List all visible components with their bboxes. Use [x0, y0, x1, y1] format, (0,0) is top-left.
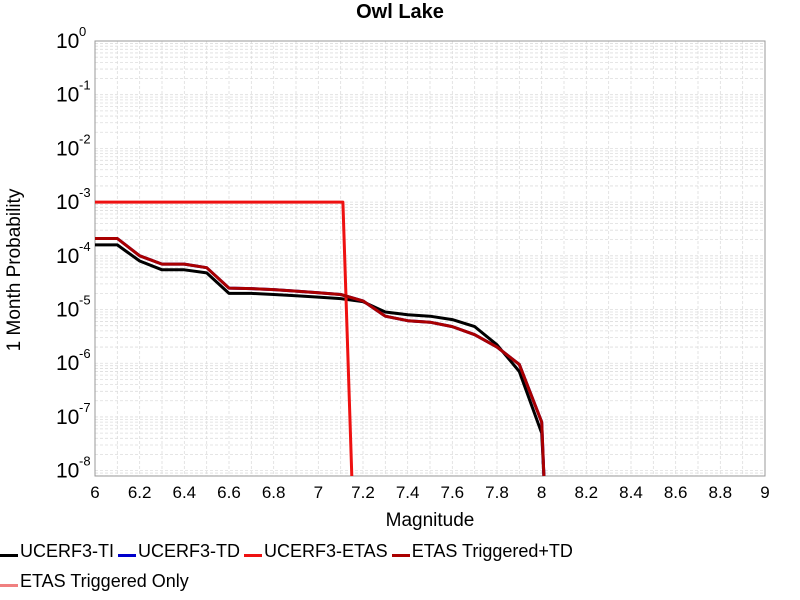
x-tick-label: 8 — [537, 483, 546, 502]
legend-item: ETAS Triggered Only — [0, 571, 189, 592]
y-axis-label: 1 Month Probability — [4, 188, 25, 351]
y-tick-base: 10 — [56, 406, 79, 429]
y-tick-label: 10 -3 — [56, 185, 91, 214]
y-tick-base: 10 — [56, 245, 79, 268]
y-tick-base: 10 — [56, 191, 79, 214]
legend-swatch — [0, 553, 18, 557]
legend: UCERF3-TI UCERF3-TD UCERF3-ETAS ETAS Trigge… — [0, 536, 800, 596]
y-tick-exponent: -3 — [79, 185, 91, 200]
y-tick-base: 10 — [56, 84, 79, 107]
x-tick-label: 8.2 — [575, 483, 599, 502]
y-tick-exponent: -5 — [79, 293, 91, 308]
x-tick-label: 8.8 — [709, 483, 733, 502]
y-tick-label: 10 -8 — [56, 454, 91, 483]
x-tick-label: 7.8 — [485, 483, 509, 502]
x-tick-label: 7.4 — [396, 483, 420, 502]
x-tick-label: 8.6 — [664, 483, 688, 502]
y-tick-base: 10 — [56, 460, 79, 483]
y-tick-exponent: -7 — [79, 400, 91, 415]
x-tick-label: 7.6 — [441, 483, 465, 502]
x-tick-label: 6.4 — [173, 483, 197, 502]
x-tick-label: 7 — [314, 483, 323, 502]
legend-swatch — [391, 553, 410, 557]
y-tick-exponent: -6 — [79, 346, 91, 361]
x-axis-label: Magnitude — [386, 510, 475, 531]
y-tick-label: 10 -7 — [56, 400, 91, 429]
y-tick-label: 10 -4 — [56, 239, 91, 268]
legend-label: ETAS Triggered Only — [20, 570, 189, 591]
x-tick-label: 6.6 — [217, 483, 241, 502]
legend-item: UCERF3-TD — [118, 541, 240, 562]
legend-item: ETAS Triggered+TD — [391, 540, 573, 562]
y-tick-base: 10 — [56, 30, 79, 53]
x-tick-label: 6 — [90, 483, 99, 502]
legend-swatch — [244, 553, 262, 557]
legend-swatch — [0, 583, 18, 587]
legend-label: ETAS Triggered+TD — [411, 540, 573, 561]
x-tick-label: 6.8 — [262, 483, 286, 502]
x-tick-label: 8.4 — [619, 483, 643, 502]
y-tick-base: 10 — [56, 299, 79, 322]
legend-swatch — [118, 553, 136, 557]
y-tick-base: 10 — [56, 352, 79, 375]
x-tick-label: 6.2 — [128, 483, 152, 502]
series-layer — [95, 200, 546, 477]
series-line-etas-triggered-td — [95, 237, 546, 477]
grid — [94, 40, 766, 477]
legend-row: ETAS Triggered Only — [0, 566, 800, 596]
y-tick-label: 10 0 — [56, 24, 86, 53]
x-tick-label: 9 — [760, 483, 769, 502]
y-tick-exponent: -8 — [79, 454, 91, 469]
chart-svg: Owl Lake 6 6.2 6.4 6.6 6.8 7 7.2 7.4 7.6 7.8 8 8.2 8… — [4, 1, 770, 531]
series-line-ucerf3-etas — [95, 200, 354, 477]
legend-label: UCERF3-ETAS — [264, 540, 388, 561]
y-tick-base: 10 — [56, 137, 79, 160]
y-tick-label: 10 -5 — [56, 293, 91, 322]
y-tick-label: 10 -2 — [56, 131, 91, 160]
y-tick-label: 10 -6 — [56, 346, 91, 375]
legend-row: UCERF3-TI UCERF3-TD UCERF3-ETAS ETAS Trigge… — [0, 536, 800, 566]
y-tick-exponent: -1 — [79, 78, 91, 93]
legend-label: UCERF3-TD — [138, 540, 240, 561]
plot-frame — [94, 40, 766, 477]
y-tick-exponent: -2 — [79, 131, 91, 146]
legend-label: UCERF3-TI — [20, 540, 114, 561]
chart-title: Owl Lake — [356, 1, 444, 23]
series-line-ucerf3-ti — [95, 243, 546, 477]
legend-item: UCERF3-TI — [0, 541, 114, 562]
y-tick-label: 10 -1 — [56, 78, 91, 107]
legend-item: UCERF3-ETAS — [244, 541, 388, 562]
y-tick-exponent: 0 — [79, 24, 86, 39]
y-tick-exponent: -4 — [79, 239, 91, 254]
x-tick-label: 7.2 — [351, 483, 375, 502]
x-tick-labels: 6 6.2 6.4 6.6 6.8 7 7.2 7.4 7.6 7.8 8 8.2 8.4 8.6 8.8 9 — [90, 483, 769, 502]
